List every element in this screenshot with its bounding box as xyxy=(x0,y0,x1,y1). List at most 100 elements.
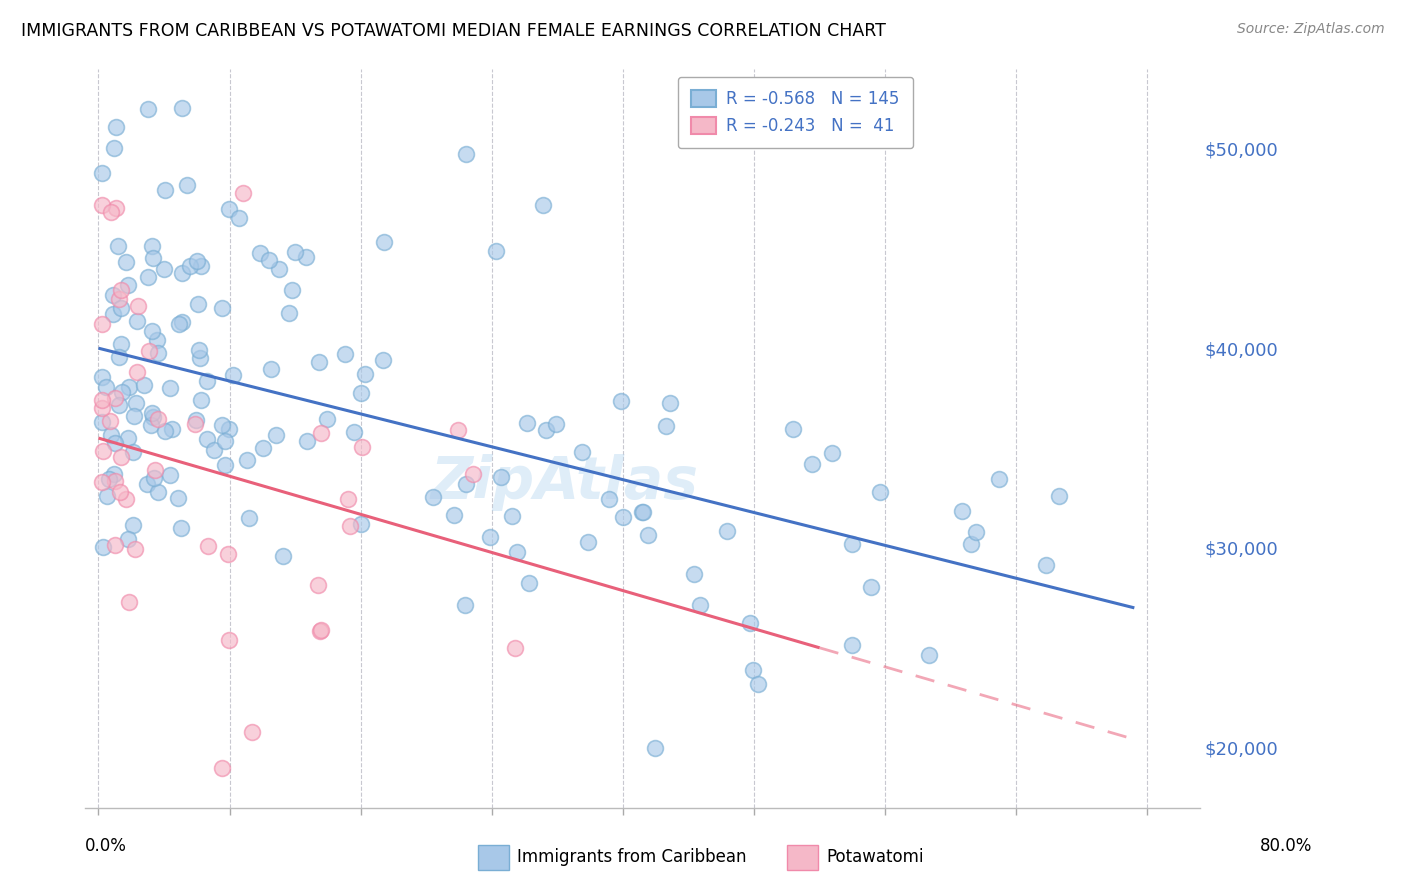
Point xyxy=(96,489,118,503)
Point xyxy=(110,450,132,464)
Point xyxy=(132,377,155,392)
Point xyxy=(104,392,127,406)
Point xyxy=(689,598,711,612)
Point xyxy=(281,283,304,297)
Point xyxy=(456,477,478,491)
Point xyxy=(373,352,395,367)
Point xyxy=(91,392,114,407)
Point xyxy=(294,250,316,264)
Point xyxy=(249,245,271,260)
Point xyxy=(860,580,883,594)
Point xyxy=(659,396,682,410)
Point xyxy=(124,409,146,424)
Point xyxy=(104,474,127,488)
Point xyxy=(148,412,170,426)
Point xyxy=(148,346,170,360)
Point xyxy=(232,186,254,200)
Point xyxy=(115,254,138,268)
Point xyxy=(142,471,165,485)
Point xyxy=(544,417,567,431)
Point xyxy=(117,278,139,293)
Point xyxy=(211,417,233,432)
Point xyxy=(187,297,209,311)
Point xyxy=(959,536,981,550)
Point xyxy=(869,484,891,499)
Point xyxy=(159,381,181,395)
Point xyxy=(339,519,361,533)
Point xyxy=(141,239,163,253)
Point xyxy=(1047,488,1070,502)
Point xyxy=(479,530,502,544)
Point xyxy=(118,595,141,609)
Point xyxy=(114,491,136,506)
Point xyxy=(162,422,184,436)
Point xyxy=(187,343,209,358)
Point xyxy=(125,396,148,410)
Point xyxy=(110,283,132,297)
Point xyxy=(91,198,114,212)
Point xyxy=(186,254,208,268)
Point xyxy=(159,468,181,483)
Point xyxy=(571,445,593,459)
Point xyxy=(308,355,330,369)
Point xyxy=(576,534,599,549)
Text: Potawatomi: Potawatomi xyxy=(827,848,924,866)
Point xyxy=(121,445,143,459)
Point xyxy=(110,336,132,351)
Point xyxy=(501,509,523,524)
Point xyxy=(683,567,706,582)
Point xyxy=(91,475,114,489)
Point xyxy=(446,423,468,437)
Point xyxy=(117,431,139,445)
Point xyxy=(93,444,115,458)
Point xyxy=(211,761,233,775)
Point xyxy=(373,235,395,249)
Text: IMMIGRANTS FROM CARIBBEAN VS POTAWATOMI MEDIAN FEMALE EARNINGS CORRELATION CHART: IMMIGRANTS FROM CARIBBEAN VS POTAWATOMI … xyxy=(21,22,886,40)
Point xyxy=(155,424,177,438)
Point xyxy=(91,370,114,384)
Point xyxy=(335,347,357,361)
Point xyxy=(190,259,212,273)
Point xyxy=(316,411,339,425)
Point xyxy=(267,262,290,277)
Point xyxy=(184,417,207,432)
Point xyxy=(284,244,307,259)
Point xyxy=(218,633,240,648)
Point xyxy=(96,380,118,394)
Point xyxy=(91,166,114,180)
Point xyxy=(716,524,738,539)
Point xyxy=(489,470,512,484)
Text: 80.0%: 80.0% xyxy=(1260,837,1313,855)
Point xyxy=(124,542,146,557)
Point xyxy=(252,441,274,455)
Point xyxy=(108,485,131,500)
Point xyxy=(454,598,477,612)
Text: Immigrants from Caribbean: Immigrants from Caribbean xyxy=(517,848,747,866)
Point xyxy=(309,425,332,440)
Point xyxy=(503,641,526,656)
Point xyxy=(136,270,159,285)
Point xyxy=(277,306,299,320)
Text: Source: ZipAtlas.com: Source: ZipAtlas.com xyxy=(1237,22,1385,37)
Point xyxy=(221,368,243,383)
Point xyxy=(101,287,124,301)
Point xyxy=(654,418,676,433)
Point xyxy=(350,385,373,400)
Point xyxy=(197,539,219,553)
Point xyxy=(166,491,188,505)
Point xyxy=(143,463,166,477)
Legend: R = -0.568   N = 145, R = -0.243   N =  41: R = -0.568 N = 145, R = -0.243 N = 41 xyxy=(678,77,912,148)
Point xyxy=(125,314,148,328)
Point xyxy=(782,422,804,436)
Point xyxy=(103,140,125,154)
Point xyxy=(101,307,124,321)
Point xyxy=(100,427,122,442)
Point xyxy=(142,251,165,265)
Point xyxy=(217,548,239,562)
Point xyxy=(988,472,1011,486)
Point xyxy=(238,510,260,524)
Point xyxy=(138,344,160,359)
Point xyxy=(240,724,263,739)
Point xyxy=(170,266,193,280)
Point xyxy=(153,183,176,197)
